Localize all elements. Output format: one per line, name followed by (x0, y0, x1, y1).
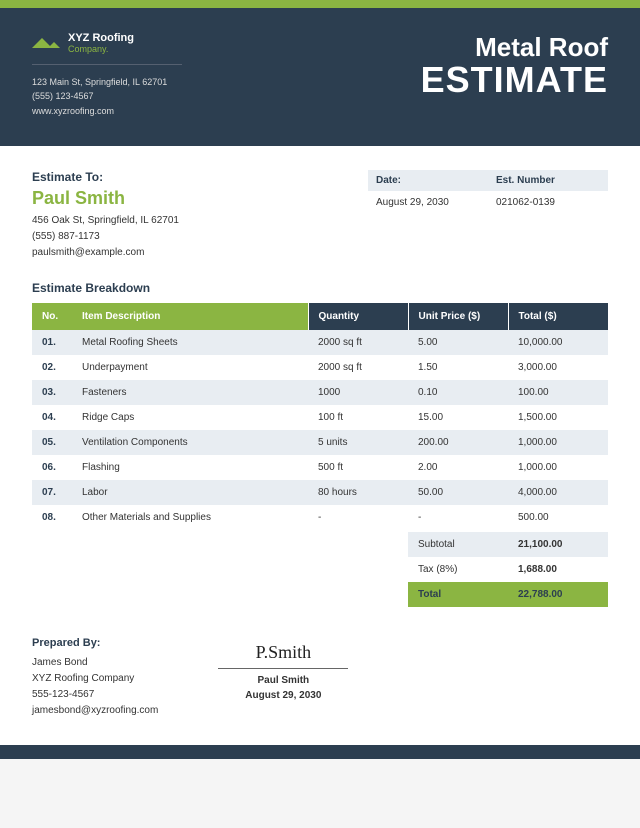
company-name: XYZ Roofing (68, 32, 134, 44)
estimate-document: XYZ Roofing Company. 123 Main St, Spring… (0, 0, 640, 759)
row-price: - (408, 505, 508, 530)
table-row: 04.Ridge Caps100 ft15.001,500.00 (32, 405, 608, 430)
estimate-to-block: Estimate To: Paul Smith 456 Oak St, Spri… (32, 170, 368, 261)
table-row: 01.Metal Roofing Sheets2000 sq ft5.0010,… (32, 330, 608, 355)
customer-address: 456 Oak St, Springfield, IL 62701 (32, 213, 368, 229)
row-price: 0.10 (408, 380, 508, 405)
row-desc: Fasteners (72, 380, 308, 405)
col-no: No. (32, 303, 72, 330)
breakdown-title: Estimate Breakdown (32, 281, 608, 295)
tax-value: 1,688.00 (508, 557, 608, 582)
row-price: 2.00 (408, 455, 508, 480)
header: XYZ Roofing Company. 123 Main St, Spring… (0, 8, 640, 146)
row-price: 5.00 (408, 330, 508, 355)
row-qty: 100 ft (308, 405, 408, 430)
row-qty: 500 ft (308, 455, 408, 480)
tax-label: Tax (8%) (408, 557, 508, 582)
header-divider (32, 64, 182, 65)
row-qty: 1000 (308, 380, 408, 405)
roof-icon-small (48, 42, 60, 48)
signature-block: P.Smith Paul Smith August 29, 2030 (218, 635, 348, 703)
row-desc: Flashing (72, 455, 308, 480)
row-total: 3,000.00 (508, 355, 608, 380)
col-qty: Quantity (308, 303, 408, 330)
row-qty: 2000 sq ft (308, 330, 408, 355)
prepared-by-block: Prepared By: James Bond XYZ Roofing Comp… (32, 635, 158, 719)
meta-box: Date: Est. Number August 29, 2030 021062… (368, 170, 608, 261)
row-no: 05. (32, 430, 72, 455)
company-website: www.xyzroofing.com (32, 104, 182, 118)
company-phone: (555) 123-4567 (32, 89, 182, 103)
row-no: 02. (32, 355, 72, 380)
signature-date: August 29, 2030 (218, 688, 348, 703)
row-no: 06. (32, 455, 72, 480)
table-row: 08.Other Materials and Supplies--500.00 (32, 505, 608, 530)
row-desc: Underpayment (72, 355, 308, 380)
estimate-table: No. Item Description Quantity Unit Price… (32, 303, 608, 530)
row-qty: - (308, 505, 408, 530)
est-number-value: 021062-0139 (488, 191, 608, 214)
customer-email: paulsmith@example.com (32, 245, 368, 261)
top-accent-bar (0, 0, 640, 8)
row-desc: Metal Roofing Sheets (72, 330, 308, 355)
prepared-label: Prepared By: (32, 635, 158, 653)
row-total: 10,000.00 (508, 330, 608, 355)
company-tag: Company. (68, 44, 134, 54)
row-qty: 2000 sq ft (308, 355, 408, 380)
row-price: 200.00 (408, 430, 508, 455)
row-total: 4,000.00 (508, 480, 608, 505)
row-no: 08. (32, 505, 72, 530)
row-no: 03. (32, 380, 72, 405)
table-row: 05.Ventilation Components5 units200.001,… (32, 430, 608, 455)
table-row: 02.Underpayment2000 sq ft1.503,000.00 (32, 355, 608, 380)
table-row: 03.Fasteners10000.10100.00 (32, 380, 608, 405)
signature-name: Paul Smith (218, 673, 348, 688)
row-total: 1,500.00 (508, 405, 608, 430)
col-desc: Item Description (72, 303, 308, 330)
preparer-email: jamesbond@xyzroofing.com (32, 703, 158, 719)
row-qty: 5 units (308, 430, 408, 455)
company-block: XYZ Roofing Company. 123 Main St, Spring… (32, 32, 182, 118)
row-total: 1,000.00 (508, 430, 608, 455)
row-desc: Ridge Caps (72, 405, 308, 430)
total-value: 22,788.00 (508, 582, 608, 607)
totals-block: Subtotal 21,100.00 Tax (8%) 1,688.00 Tot… (32, 532, 608, 607)
row-price: 15.00 (408, 405, 508, 430)
customer-name: Paul Smith (32, 188, 368, 209)
subtotal-label: Subtotal (408, 532, 508, 557)
est-number-label: Est. Number (488, 170, 608, 191)
col-total: Total ($) (508, 303, 608, 330)
row-desc: Other Materials and Supplies (72, 505, 308, 530)
row-desc: Ventilation Components (72, 430, 308, 455)
date-value: August 29, 2030 (368, 191, 488, 214)
table-row: 07.Labor80 hours50.004,000.00 (32, 480, 608, 505)
row-qty: 80 hours (308, 480, 408, 505)
row-desc: Labor (72, 480, 308, 505)
row-no: 01. (32, 330, 72, 355)
row-total: 100.00 (508, 380, 608, 405)
row-price: 1.50 (408, 355, 508, 380)
row-price: 50.00 (408, 480, 508, 505)
table-row: 06.Flashing500 ft2.001,000.00 (32, 455, 608, 480)
preparer-name: James Bond (32, 655, 158, 671)
signature-script: P.Smith (218, 639, 348, 666)
row-total: 500.00 (508, 505, 608, 530)
preparer-company: XYZ Roofing Company (32, 671, 158, 687)
signature-line (218, 668, 348, 669)
title-block: Metal Roof ESTIMATE (421, 32, 608, 118)
row-total: 1,000.00 (508, 455, 608, 480)
row-no: 04. (32, 405, 72, 430)
col-price: Unit Price ($) (408, 303, 508, 330)
row-no: 07. (32, 480, 72, 505)
date-label: Date: (368, 170, 488, 191)
customer-phone: (555) 887-1173 (32, 229, 368, 245)
company-address: 123 Main St, Springfield, IL 62701 (32, 75, 182, 89)
subtotal-value: 21,100.00 (508, 532, 608, 557)
title-line2: ESTIMATE (421, 59, 608, 101)
total-label: Total (408, 582, 508, 607)
estimate-to-label: Estimate To: (32, 170, 368, 184)
bottom-bar (0, 745, 640, 759)
preparer-phone: 555-123-4567 (32, 687, 158, 703)
